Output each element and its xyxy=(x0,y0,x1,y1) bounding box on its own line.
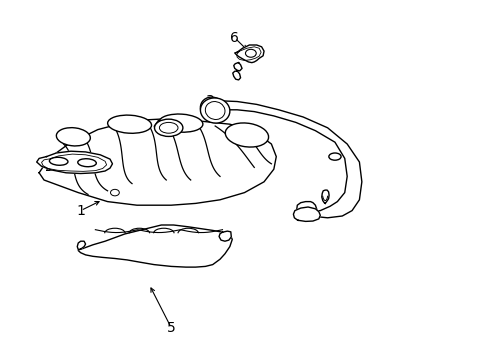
Ellipse shape xyxy=(107,115,151,133)
Ellipse shape xyxy=(200,98,229,123)
Polygon shape xyxy=(37,151,112,174)
Ellipse shape xyxy=(225,123,268,147)
Polygon shape xyxy=(219,231,231,241)
Text: 2: 2 xyxy=(44,161,53,174)
Polygon shape xyxy=(234,45,264,63)
Ellipse shape xyxy=(49,157,68,165)
Ellipse shape xyxy=(245,49,256,57)
Text: 5: 5 xyxy=(166,321,175,334)
Polygon shape xyxy=(296,202,316,217)
Text: 3: 3 xyxy=(205,94,214,108)
Ellipse shape xyxy=(159,114,203,132)
Polygon shape xyxy=(233,63,242,71)
Text: 4: 4 xyxy=(152,119,161,133)
Ellipse shape xyxy=(78,159,96,167)
Text: 6: 6 xyxy=(230,31,239,45)
Polygon shape xyxy=(39,119,276,205)
Ellipse shape xyxy=(200,97,224,120)
Polygon shape xyxy=(321,190,328,203)
Ellipse shape xyxy=(56,128,90,146)
Polygon shape xyxy=(78,225,232,267)
Ellipse shape xyxy=(154,119,183,136)
Polygon shape xyxy=(232,71,240,80)
Polygon shape xyxy=(293,207,320,221)
Text: 1: 1 xyxy=(76,204,85,217)
Polygon shape xyxy=(205,101,361,218)
Ellipse shape xyxy=(328,153,341,160)
Polygon shape xyxy=(77,241,85,249)
